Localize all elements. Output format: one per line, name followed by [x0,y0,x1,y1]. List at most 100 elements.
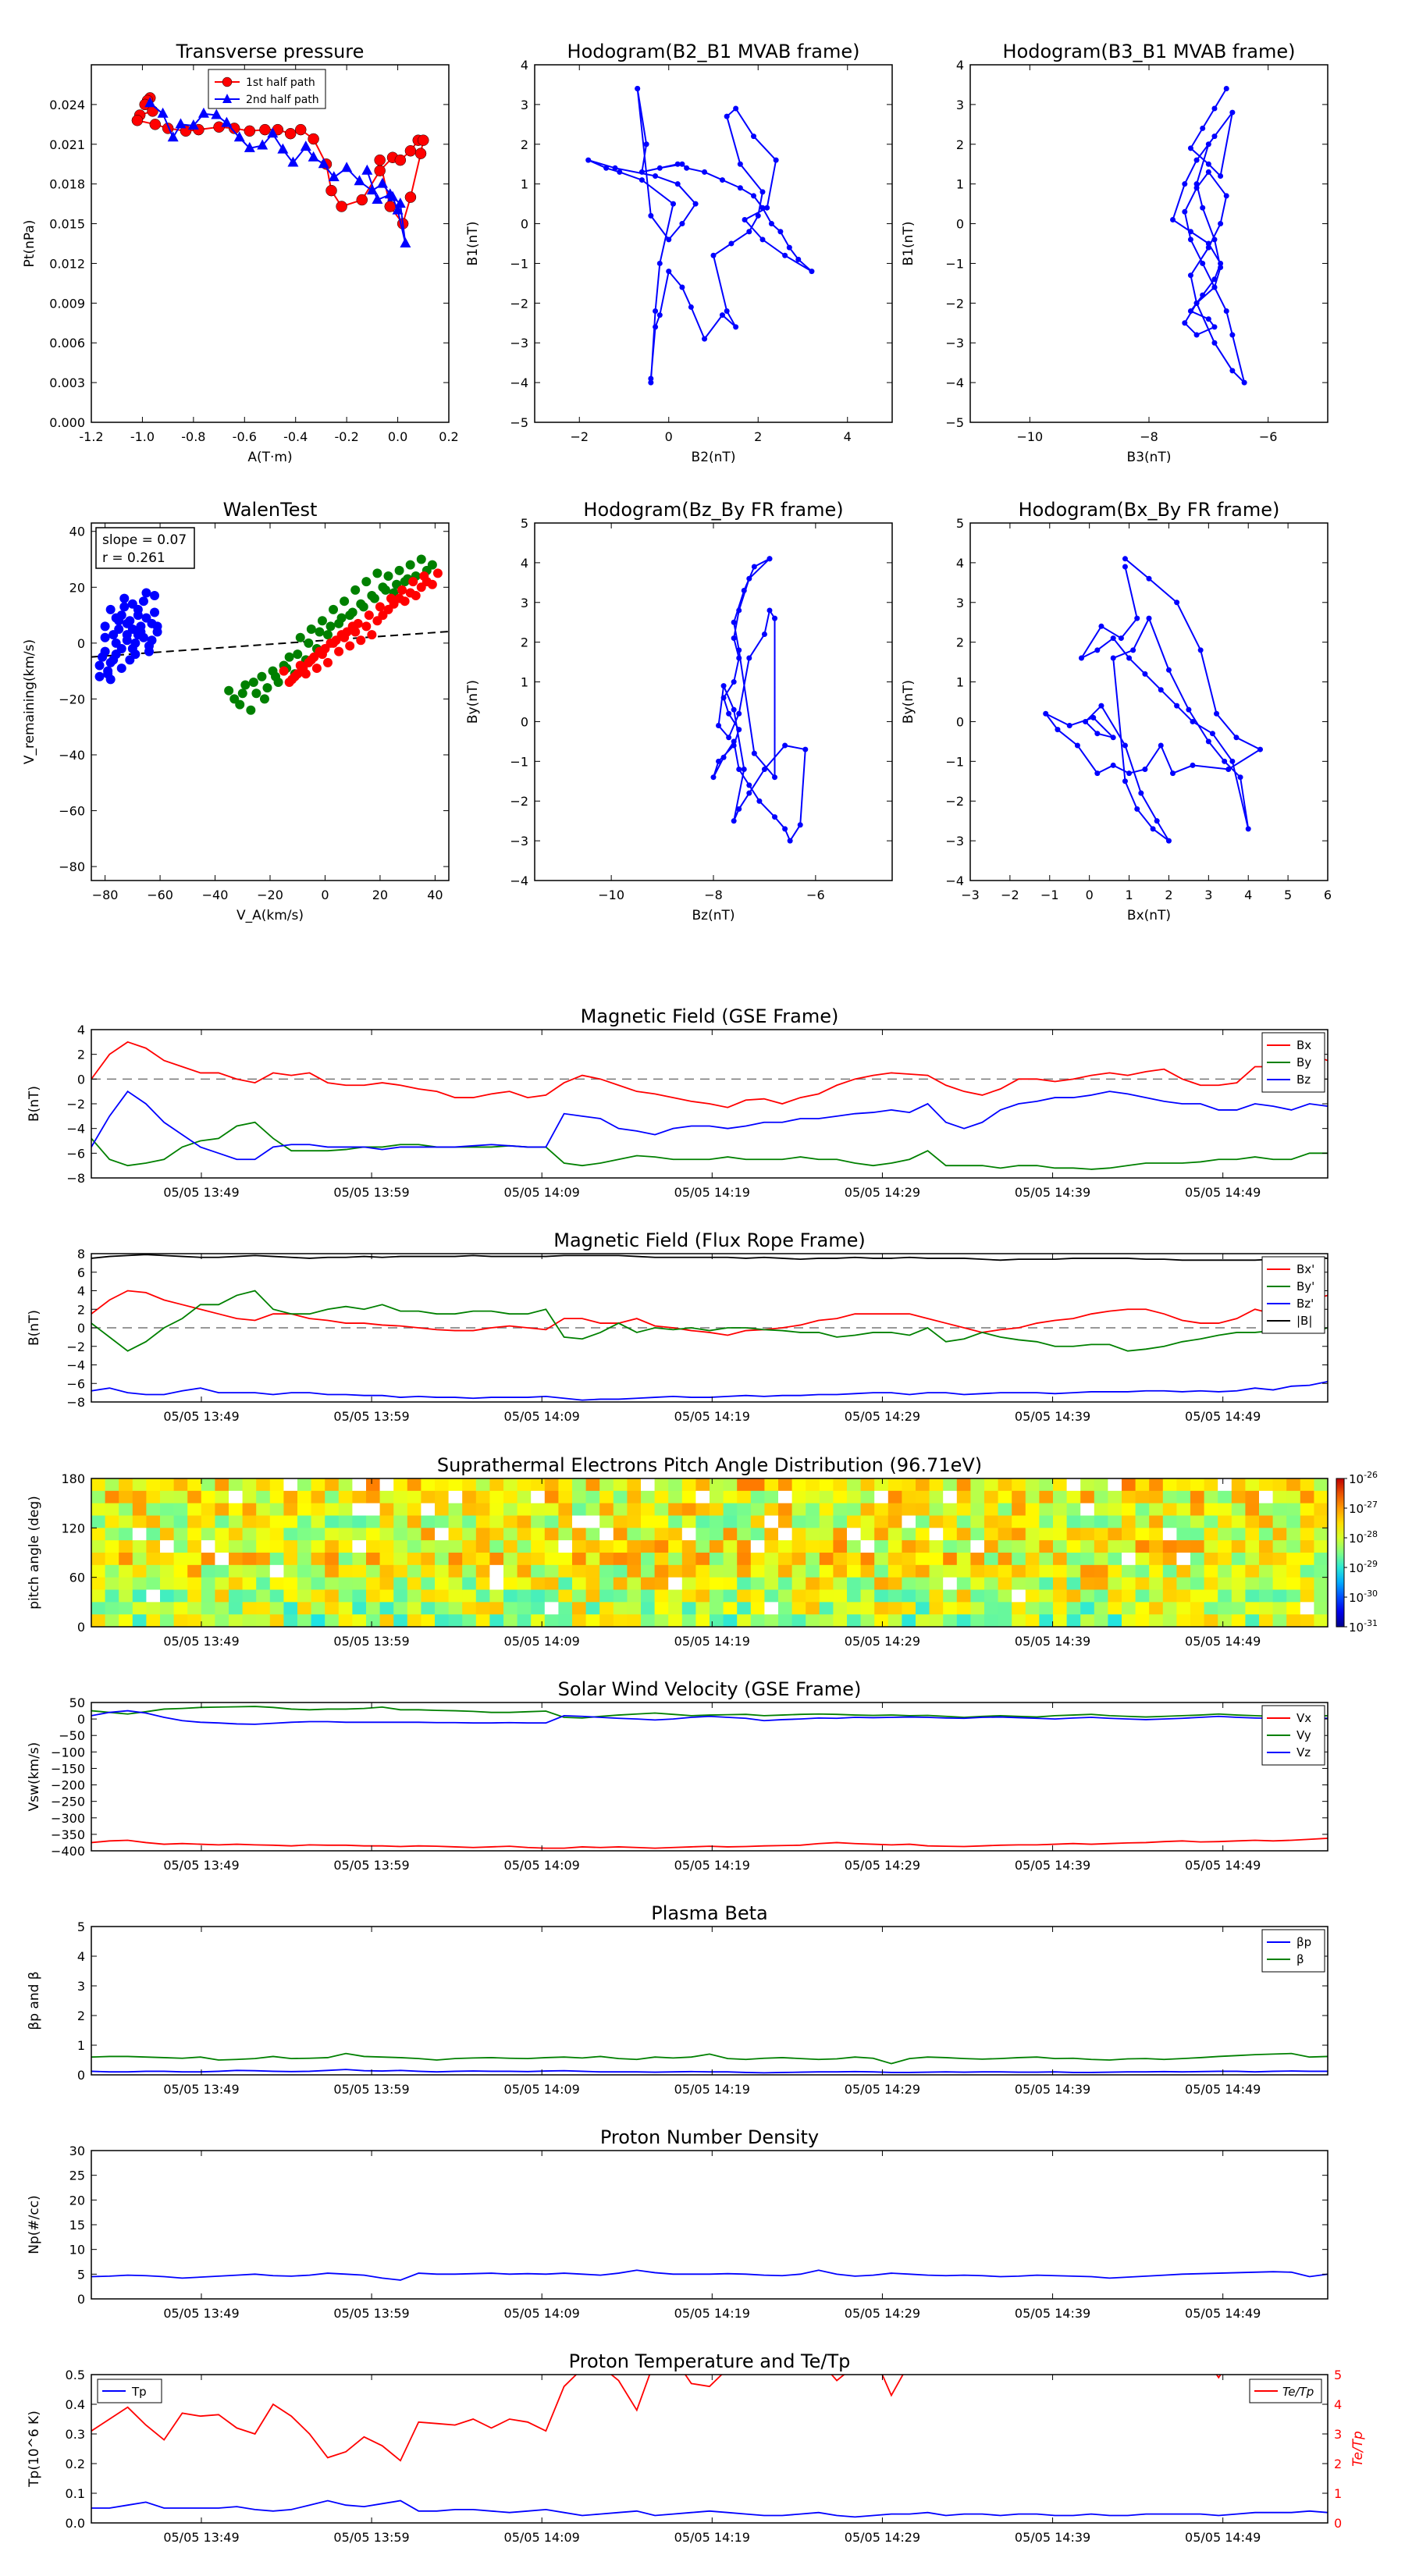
heat-cell-70-4 [1053,1528,1068,1541]
x-tick-label-5-3: 0 [1086,888,1094,902]
heat-cell-51-5 [791,1540,806,1553]
x-tick-label-0-1: -1.0 [130,429,155,444]
time-tick-label-8-1: 05/05 13:59 [333,1634,409,1649]
x-tick-label-3-1: −60 [147,888,173,902]
heat-cell-89-5 [1314,1540,1328,1553]
legend-label-10-1: β [1297,1952,1304,1966]
heat-cell-17-0 [325,1478,340,1492]
data-point-0-11 [228,123,240,134]
heat-cell-38-0 [613,1478,628,1492]
plot-frame-1 [534,64,893,423]
heat-cell-31-5 [517,1540,532,1553]
scatter-point-0-33 [100,621,110,632]
heat-cell-22-2 [393,1503,408,1517]
heat-cell-79-11 [1176,1614,1191,1627]
heat-cell-76-1 [1135,1490,1150,1504]
heat-cell-41-3 [654,1515,669,1528]
data-point-1-17 [328,171,340,182]
data-point-0-30 [710,252,717,258]
data-point-0-39 [1218,265,1224,271]
fit-line [91,631,449,658]
data-point-0-26 [731,818,737,824]
heat-cell-20-11 [366,1614,381,1627]
data-point-1-27 [372,194,383,205]
heat-cell-19-3 [352,1515,367,1528]
heat-cell-9-4 [215,1528,229,1541]
y-tick-label-0-6: 0.018 [49,177,85,192]
heat-cell-29-1 [489,1490,504,1504]
heat-cell-89-8 [1314,1577,1328,1591]
heat-cell-61-5 [929,1540,944,1553]
y-axis-label-4: By(nT) [465,680,481,724]
heat-cell-51-9 [791,1589,806,1603]
heat-cell-66-2 [998,1503,1012,1517]
heat-cell-28-4 [475,1528,490,1541]
heat-cell-11-11 [242,1614,257,1627]
y-tick-label-1-6: 1 [521,177,528,192]
time-tick-label-10-6: 05/05 14:49 [1185,2082,1261,2097]
heat-cell-65-10 [984,1602,999,1615]
heat-cell-84-5 [1245,1540,1260,1553]
data-point-0-12 [720,754,727,760]
legend-label-7-3: |B| [1297,1314,1312,1328]
heat-cell-28-7 [475,1564,490,1578]
timeseries-panel-9: Solar Wind Velocity (GSE Frame)Vsw(km/s)… [27,1678,1329,1873]
heat-cell-17-9 [325,1589,340,1603]
heat-cell-25-11 [435,1614,450,1627]
heat-cell-1-8 [105,1577,119,1591]
heat-cell-7-1 [187,1490,202,1504]
heat-cell-84-10 [1245,1602,1260,1615]
heat-cell-24-8 [421,1577,436,1591]
heat-cell-8-4 [201,1528,215,1541]
heat-cell-70-10 [1053,1602,1068,1615]
heat-cell-12-4 [256,1528,271,1541]
data-point-0-9 [1182,181,1188,187]
heat-cell-23-3 [407,1515,422,1528]
heat-cell-81-6 [1204,1553,1218,1566]
time-tick-label-6-3: 05/05 14:19 [674,1185,750,1200]
heat-cell-64-6 [970,1553,985,1566]
heat-cell-46-4 [723,1528,738,1541]
series-line-11-0 [91,2269,1328,2281]
heat-cell-79-0 [1176,1478,1191,1492]
time-tick-label-11-4: 05/05 14:29 [845,2306,920,2321]
heat-cell-65-4 [984,1528,999,1541]
x-tick-label-5-2: −1 [1040,888,1059,902]
heat-cell-24-0 [421,1478,436,1492]
y-tick-label-1-1: −4 [510,375,528,390]
heat-cell-63-11 [956,1614,971,1627]
heat-cell-60-11 [916,1614,930,1627]
heat-cell-39-2 [627,1503,642,1517]
heat-cell-24-7 [421,1564,436,1578]
data-point-0-36 [1187,237,1193,243]
heat-cell-85-1 [1259,1490,1274,1504]
chart-title-1: Hodogram(B2_B1 MVAB frame) [567,41,860,62]
heat-cell-10-5 [229,1540,244,1553]
y-tick-label-5-0: −4 [945,873,964,888]
heat-cell-89-2 [1314,1503,1328,1517]
heat-cell-26-8 [448,1577,463,1591]
heat-cell-48-10 [750,1602,765,1615]
heat-cell-11-0 [242,1478,257,1492]
time-tick-label-7-4: 05/05 14:29 [845,1409,920,1424]
heat-cell-46-7 [723,1564,738,1578]
heat-cell-38-10 [613,1602,628,1615]
legend-label-tp: Tp [131,2385,147,2399]
heat-cell-28-9 [475,1589,490,1603]
colorbar-tick-label-2: 10-28 [1349,1529,1378,1546]
time-tick-label-6-5: 05/05 14:39 [1015,1185,1090,1200]
heat-cell-51-11 [791,1614,806,1627]
heat-cell-88-3 [1300,1515,1314,1528]
heat-cell-49-0 [764,1478,779,1492]
heat-cell-85-5 [1259,1540,1274,1553]
heat-cell-25-4 [435,1528,450,1541]
heat-cell-56-8 [860,1577,875,1591]
heat-cell-72-6 [1080,1553,1095,1566]
heat-cell-81-8 [1204,1577,1218,1591]
heat-cell-89-9 [1314,1589,1328,1603]
heat-cell-69-9 [1039,1589,1054,1603]
heat-cell-30-0 [503,1478,518,1492]
heat-cell-21-4 [379,1528,394,1541]
heat-cell-68-3 [1025,1515,1040,1528]
heat-cell-7-9 [187,1589,202,1603]
